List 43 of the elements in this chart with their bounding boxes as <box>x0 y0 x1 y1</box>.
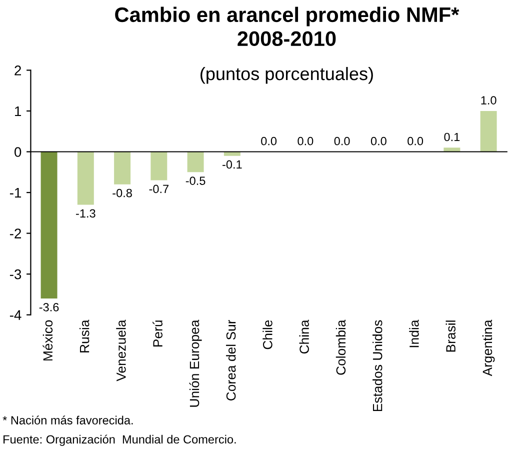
data-label: -1.3 <box>76 209 96 218</box>
x-tick-label: Unión Europea <box>189 320 202 407</box>
x-tick-label: India <box>409 320 419 348</box>
data-label: 1.0 <box>481 96 496 104</box>
x-tick-label: Chile <box>262 320 272 350</box>
x-tick-label: Perú <box>152 320 162 347</box>
data-label: -3.6 <box>39 303 59 312</box>
data-label: 0.0 <box>261 136 277 146</box>
x-tick-label: Venezuela <box>116 320 126 382</box>
text: * Nación más favorecida. <box>2 416 133 424</box>
data-label: 0.0 <box>298 136 314 146</box>
data-label: -0.1 <box>222 160 242 169</box>
bar <box>114 152 131 184</box>
y-tick-label: -4 <box>10 310 22 320</box>
y-tick-label: 1 <box>15 106 22 116</box>
x-tick-label: Brasil <box>446 320 456 352</box>
data-label: -0.7 <box>149 184 168 194</box>
data-label: -0.5 <box>186 176 206 185</box>
y-tick-label: 0 <box>14 147 22 157</box>
y-tick-label: -1 <box>10 188 22 198</box>
x-tick-label: Corea del Sur <box>226 320 236 400</box>
chart-subtitle: (puntos porcentuales) <box>200 66 373 84</box>
x-tick-label: Colombia <box>336 320 346 375</box>
bar <box>187 152 204 172</box>
bar <box>150 152 168 180</box>
y-tick-label: -3 <box>10 269 22 280</box>
y-tick-label: 2 <box>14 66 21 76</box>
x-tick-label: Argentina <box>482 320 495 376</box>
data-label: -0.8 <box>112 188 132 198</box>
chart-title: Cambio en arancel promedio NMF* 2008-2010 <box>115 6 460 46</box>
data-label: 0.0 <box>408 136 424 146</box>
bar <box>77 152 94 205</box>
x-tick-label: México <box>42 320 53 360</box>
data-label: 0.1 <box>444 132 460 142</box>
y-tick-label: -2 <box>10 228 21 238</box>
bar <box>40 152 58 299</box>
data-label: 0.0 <box>370 136 386 146</box>
x-tick-label: China <box>299 320 309 354</box>
bar <box>480 110 497 152</box>
x-tick-label: Estados Unidos <box>372 320 382 412</box>
data-label: 0.0 <box>334 136 350 146</box>
x-tick-label: Rusia <box>80 320 90 352</box>
source-note: Fuente: Organización Mundial de Comercio. <box>4 434 236 446</box>
